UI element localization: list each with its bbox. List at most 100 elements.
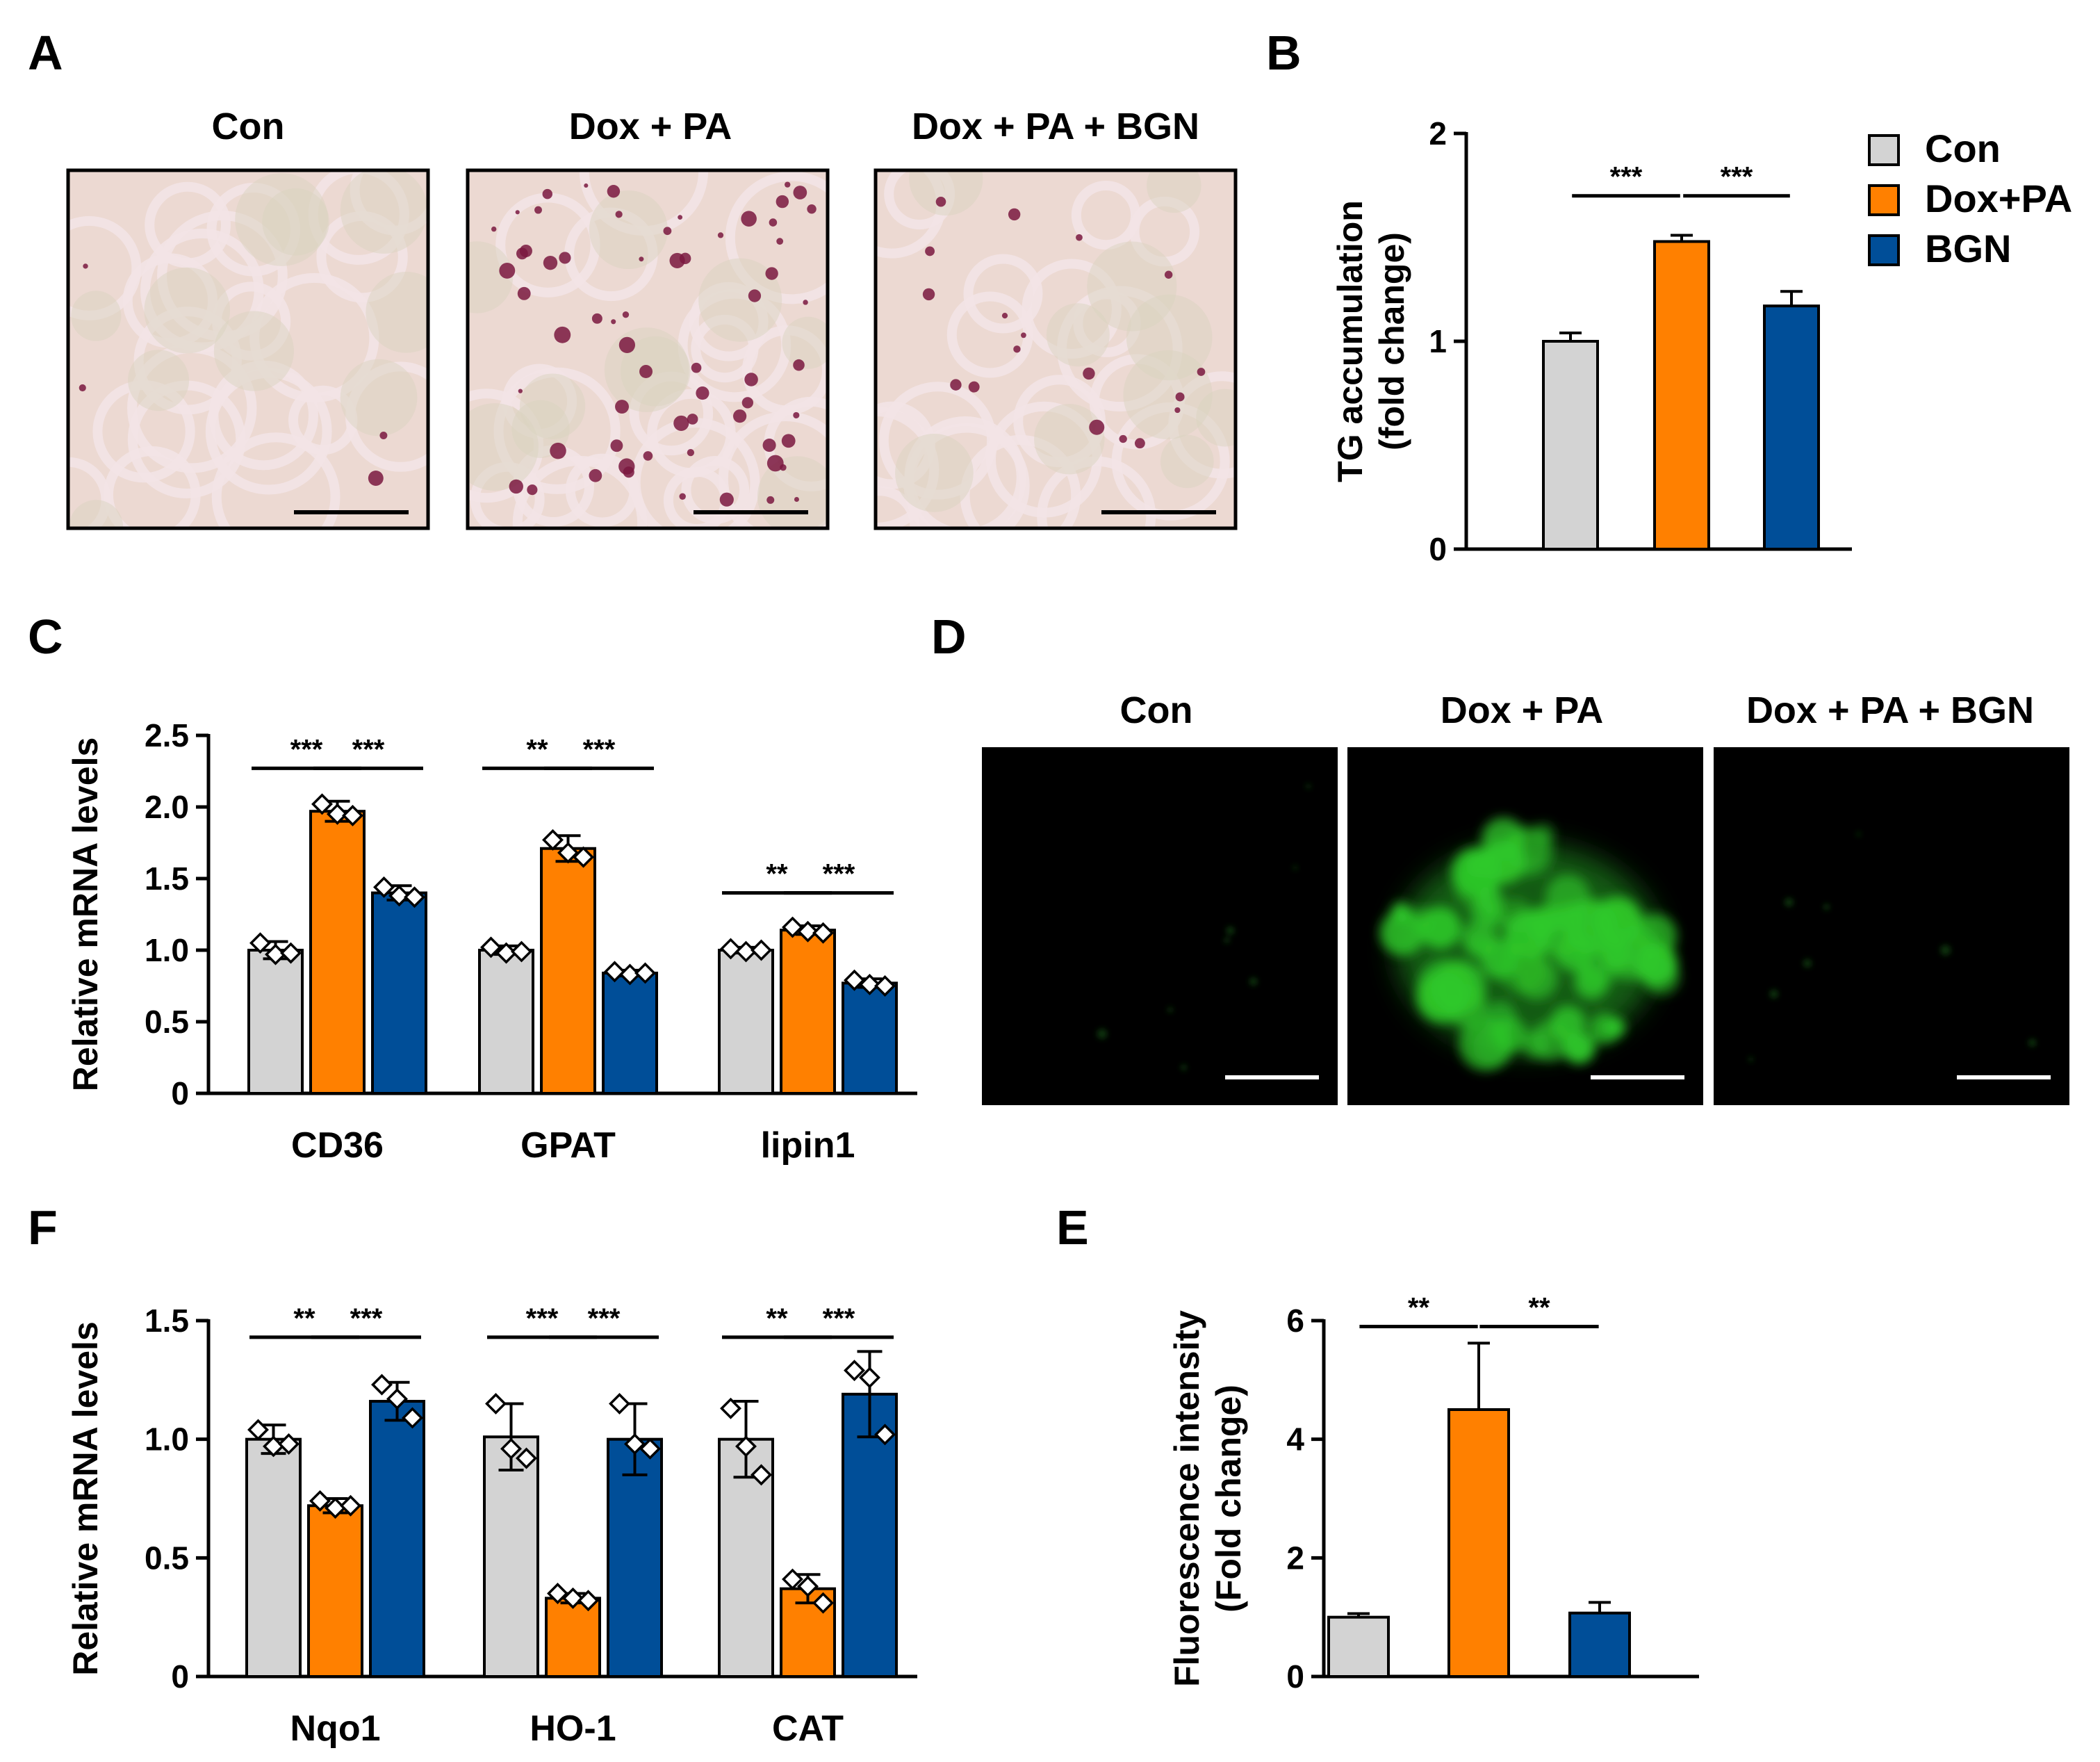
micrograph-frame [466, 168, 830, 530]
lipid-droplet [623, 466, 634, 478]
bar-HO-1-1 [545, 1597, 601, 1679]
panel-letter-d: D [931, 610, 967, 664]
faint-speck [1181, 1064, 1187, 1071]
cell-membrane [963, 254, 1043, 334]
data-point [577, 1590, 599, 1612]
fluorescent-cell [1473, 1027, 1514, 1068]
micrograph-2 [876, 170, 1236, 528]
micrograph-frame [66, 168, 430, 530]
data-point [639, 1437, 661, 1460]
bar-CD36-2 [371, 891, 427, 1095]
significance-label: ** [526, 734, 548, 765]
data-point [720, 938, 741, 960]
lipid-droplet [1021, 332, 1026, 338]
lipid-droplet [679, 493, 686, 500]
significance-label: *** [823, 1303, 855, 1334]
lipid-droplet [741, 211, 757, 227]
lipid-droplet [618, 336, 636, 353]
y-tick-label: 0.5 [145, 1540, 189, 1576]
data-point [247, 1419, 269, 1441]
lipid-droplet [733, 409, 747, 423]
lipid-droplet [1134, 438, 1145, 449]
data-point [844, 1360, 865, 1382]
category-label: lipin1 [761, 1125, 855, 1166]
faint-speck [1856, 832, 1861, 837]
micrograph-1 [468, 170, 828, 528]
data-point [782, 1568, 803, 1590]
cell-body [909, 170, 983, 216]
y-tick-label: 0 [1429, 531, 1447, 567]
data-point [402, 1407, 423, 1429]
y-tick-label: 1 [1429, 323, 1447, 359]
panel-letter-c: C [28, 610, 63, 664]
lipid-droplet [517, 286, 531, 300]
fluorescent-cell [1605, 1017, 1625, 1038]
lipid-droplet [607, 185, 621, 198]
fluorescent-cell [1550, 1005, 1586, 1041]
lipid-droplet [950, 379, 962, 391]
cell-body [213, 311, 294, 391]
cell-body [698, 258, 782, 342]
cell-body [468, 403, 539, 491]
significance-label: *** [290, 734, 323, 765]
significance-label: ** [1408, 1293, 1430, 1323]
lipid-droplet [368, 471, 384, 486]
y-axis-label: Relative mRNA levels [66, 1321, 105, 1676]
legend-swatch-0 [1868, 134, 1900, 166]
data-point [340, 1494, 361, 1517]
micrograph-0 [68, 170, 428, 528]
cell-body [71, 291, 122, 341]
fluorescence-image-2 [1714, 747, 2069, 1105]
data-point [735, 940, 757, 963]
fluorescent-cell [1576, 944, 1621, 988]
panel-letter-b: B [1266, 26, 1302, 80]
y-axis-label: TG accumulation(fold change) [1331, 200, 1411, 482]
y-tick-label: 0 [171, 1075, 189, 1111]
cell-body [340, 170, 428, 254]
bar-CD36-0 [247, 949, 304, 1095]
y-tick-label: 0 [171, 1658, 189, 1695]
lipid-droplet [687, 448, 695, 457]
data-point [373, 876, 395, 898]
bar-Nqo1-0 [245, 1437, 302, 1679]
lipid-droplet [1001, 313, 1008, 319]
data-point [782, 916, 803, 938]
significance-label: *** [583, 734, 616, 765]
category-label: Nqo1 [290, 1708, 381, 1749]
lipid-droplet [769, 218, 778, 227]
fluorescence-image-0 [982, 747, 1338, 1105]
lipid-droplet [1197, 368, 1206, 376]
data-point [859, 973, 880, 995]
data-point [309, 1490, 331, 1512]
data-point [371, 1373, 393, 1396]
y-tick-label: 1.0 [145, 932, 189, 968]
significance-label: *** [350, 1303, 383, 1334]
cell-body [69, 500, 124, 528]
lipid-droplet [968, 381, 980, 393]
lipid-droplet [781, 434, 796, 448]
bar-1 [1447, 1408, 1510, 1678]
lipid-droplet [1089, 419, 1105, 435]
data-point [500, 1437, 522, 1460]
cell-membrane [876, 486, 920, 528]
lipid-droplet [766, 455, 784, 472]
lipid-droplet [922, 288, 935, 301]
cell-body [620, 336, 691, 407]
fluorescence-background [982, 747, 1338, 1105]
data-point [750, 1464, 772, 1486]
lipid-droplet [762, 438, 776, 452]
faint-speck [1748, 1057, 1753, 1062]
lipid-droplet [793, 359, 805, 371]
panel-letter-a: A [28, 26, 63, 80]
data-point [278, 1433, 300, 1455]
faint-speck [1167, 1006, 1173, 1013]
lipid-droplet [379, 432, 388, 440]
data-point [249, 932, 271, 954]
cell-body [1160, 434, 1214, 489]
lipid-droplet [509, 479, 523, 494]
data-point [609, 1392, 630, 1414]
data-point [265, 943, 286, 965]
data-point [874, 1424, 896, 1446]
y-tick-label: 0.5 [145, 1004, 189, 1040]
